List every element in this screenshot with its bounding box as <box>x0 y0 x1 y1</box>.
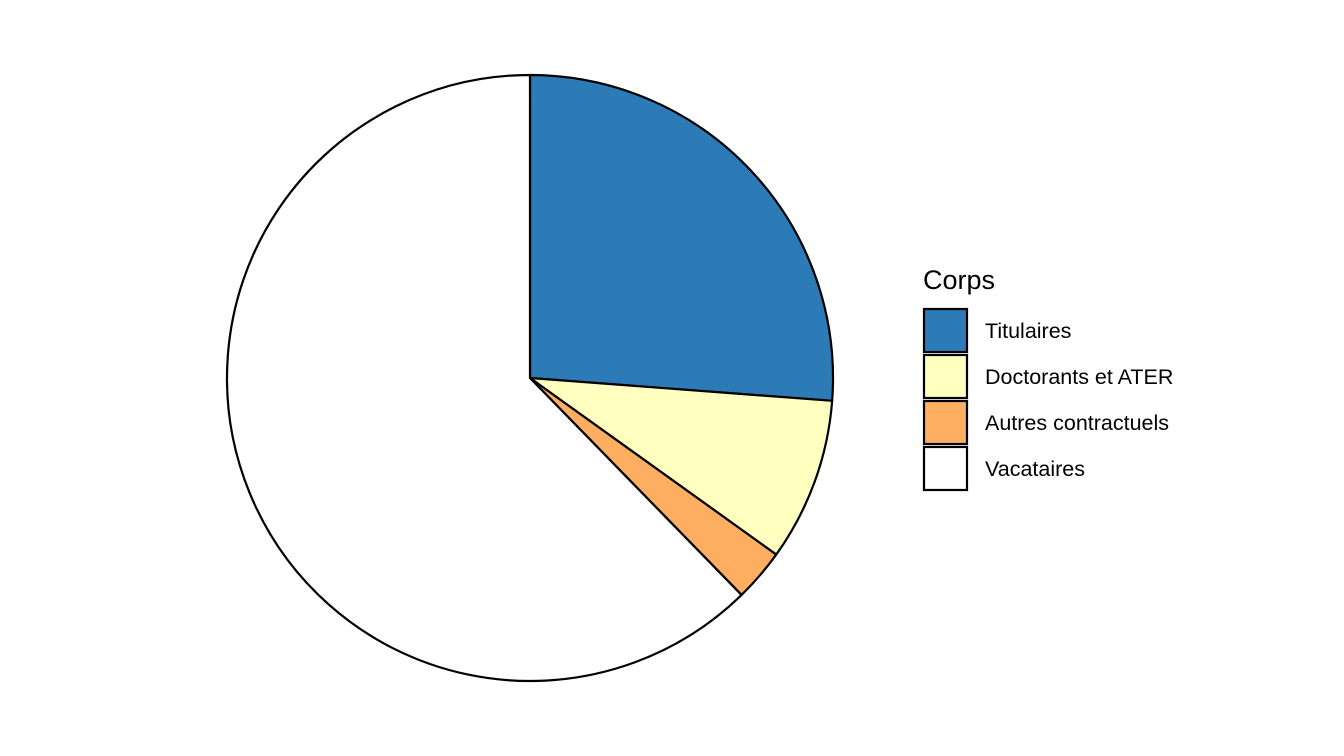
legend-label-vacataires: Vacataires <box>985 457 1085 481</box>
legend-label-doctorants-et-ater: Doctorants et ATER <box>985 365 1173 389</box>
legend-label-autres-contractuels: Autres contractuels <box>985 411 1169 435</box>
legend-label-titulaires: Titulaires <box>985 319 1071 343</box>
legend: Corps Titulaires Doctorants et ATER Autres… <box>922 265 1173 492</box>
legend-key-vacataires <box>922 445 969 492</box>
pie-slice-titulaires <box>528 73 835 402</box>
pie-slice-vacataires <box>225 73 743 683</box>
legend-key-titulaires <box>922 307 969 354</box>
legend-key-doctorants-et-ater <box>922 353 969 400</box>
legend-key-autres-contractuels <box>922 399 969 446</box>
legend-title: Corps <box>923 265 995 295</box>
pie-slices <box>225 73 835 683</box>
pie-slice-doctorants-et-ater <box>528 376 834 556</box>
